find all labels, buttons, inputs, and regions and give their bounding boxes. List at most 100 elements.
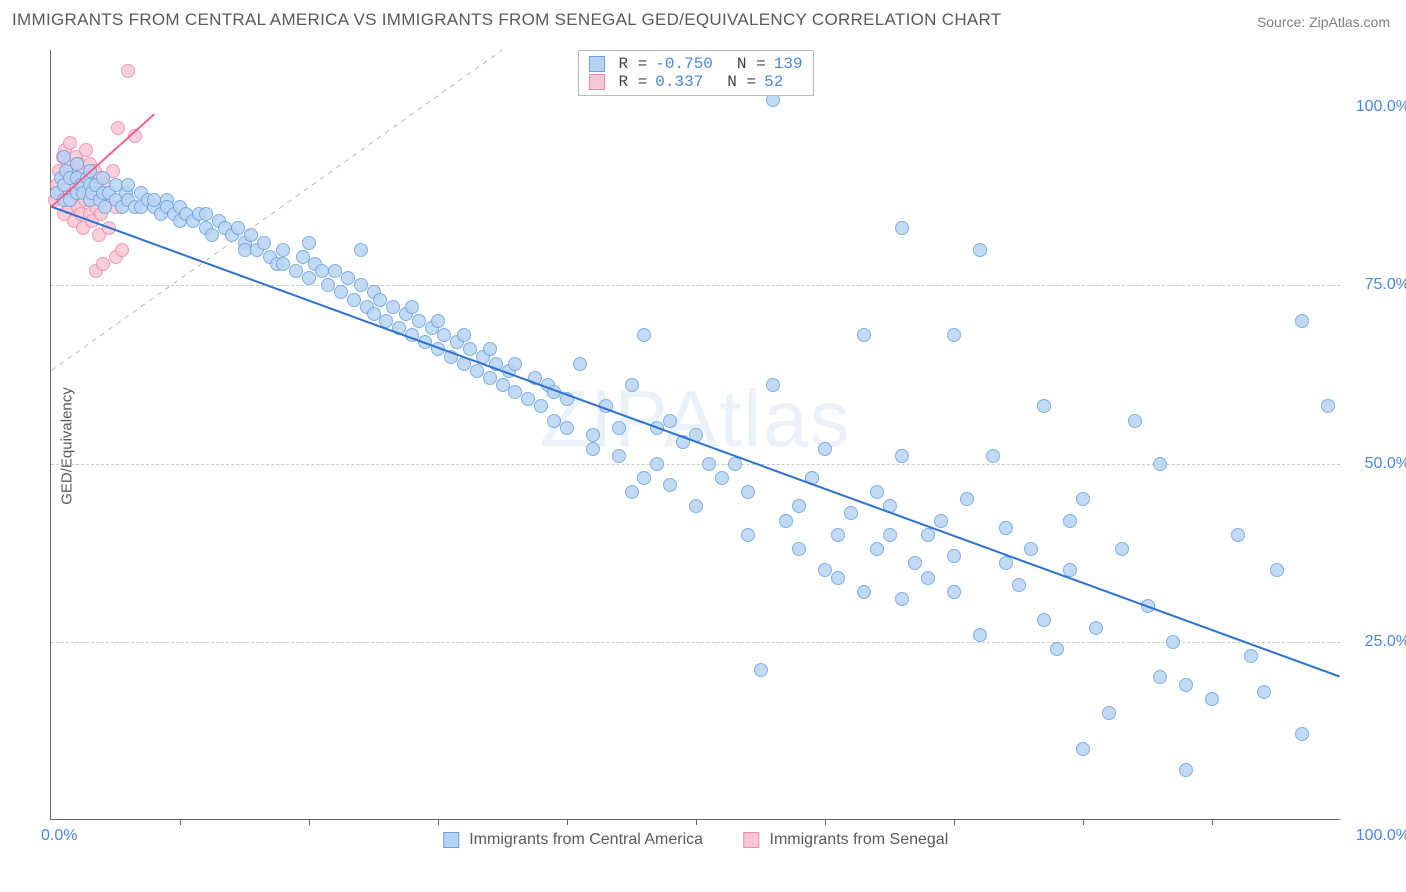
scatter-point-central_america [728, 457, 742, 471]
scatter-point-central_america [147, 193, 161, 207]
legend-item-central-america: Immigrants from Central America [443, 831, 703, 849]
scatter-point-central_america [238, 243, 252, 257]
scatter-point-central_america [792, 542, 806, 556]
scatter-point-central_america [870, 542, 884, 556]
scatter-point-central_america [379, 314, 393, 328]
scatter-point-central_america [1128, 414, 1142, 428]
scatter-point-central_america [470, 364, 484, 378]
scatter-point-central_america [1179, 678, 1193, 692]
scatter-point-central_america [347, 293, 361, 307]
scatter-point-central_america [405, 300, 419, 314]
x-tick-minor [438, 819, 439, 825]
scatter-point-central_america [715, 471, 729, 485]
scatter-point-central_america [1205, 692, 1219, 706]
scatter-point-central_america [57, 150, 71, 164]
y-tick-label: 50.0% [1365, 455, 1406, 473]
scatter-point-central_america [276, 243, 290, 257]
scatter-point-central_america [960, 492, 974, 506]
scatter-point-central_america [792, 499, 806, 513]
scatter-point-central_america [437, 328, 451, 342]
scatter-point-central_america [689, 428, 703, 442]
scatter-point-central_america [599, 399, 613, 413]
scatter-point-central_america [560, 421, 574, 435]
scatter-point-central_america [1115, 542, 1129, 556]
scatter-point-central_america [805, 471, 819, 485]
scatter-point-senegal [96, 257, 110, 271]
x-tick-minor [1083, 819, 1084, 825]
scatter-point-central_america [354, 243, 368, 257]
scatter-point-central_america [895, 221, 909, 235]
points-layer [51, 50, 1340, 819]
source-link[interactable]: ZipAtlas.com [1309, 14, 1390, 30]
scatter-point-central_america [521, 392, 535, 406]
scatter-point-central_america [547, 414, 561, 428]
scatter-point-central_america [921, 528, 935, 542]
x-tick-minor [825, 819, 826, 825]
r-label: R = [618, 55, 647, 73]
n-label: N = [737, 55, 766, 73]
scatter-point-central_america [973, 628, 987, 642]
scatter-point-central_america [766, 378, 780, 392]
scatter-point-central_america [612, 421, 626, 435]
scatter-point-central_america [334, 285, 348, 299]
scatter-point-central_america [676, 435, 690, 449]
scatter-point-central_america [83, 164, 97, 178]
scatter-point-central_america [1089, 621, 1103, 635]
scatter-point-central_america [1141, 599, 1155, 613]
stats-row-central-america: R = -0.750 N = 139 [588, 55, 802, 73]
chart-container: IMMIGRANTS FROM CENTRAL AMERICA VS IMMIG… [0, 0, 1406, 892]
scatter-point-central_america [418, 335, 432, 349]
scatter-point-central_america [1037, 613, 1051, 627]
scatter-point-central_america [1076, 742, 1090, 756]
scatter-point-central_america [870, 485, 884, 499]
legend-item-senegal: Immigrants from Senegal [743, 831, 948, 849]
swatch-senegal-icon [743, 832, 759, 848]
scatter-point-central_america [496, 378, 510, 392]
scatter-point-central_america [367, 307, 381, 321]
x-tick-minor [567, 819, 568, 825]
scatter-point-central_america [1102, 706, 1116, 720]
scatter-point-central_america [412, 314, 426, 328]
scatter-point-central_america [1166, 635, 1180, 649]
scatter-point-central_america [205, 228, 219, 242]
swatch-central-america [588, 56, 604, 72]
scatter-point-central_america [689, 499, 703, 513]
n-value-2: 52 [764, 73, 783, 91]
scatter-point-central_america [663, 478, 677, 492]
scatter-point-central_america [857, 328, 871, 342]
scatter-point-central_america [431, 314, 445, 328]
scatter-point-central_america [444, 350, 458, 364]
scatter-point-central_america [831, 571, 845, 585]
scatter-point-central_america [1321, 399, 1335, 413]
scatter-point-central_america [637, 328, 651, 342]
scatter-point-central_america [999, 556, 1013, 570]
scatter-point-central_america [947, 549, 961, 563]
scatter-point-central_america [1024, 542, 1038, 556]
scatter-point-central_america [818, 563, 832, 577]
scatter-point-central_america [121, 178, 135, 192]
scatter-point-central_america [741, 485, 755, 499]
scatter-point-senegal [111, 121, 125, 135]
scatter-point-central_america [328, 264, 342, 278]
scatter-point-central_america [612, 449, 626, 463]
scatter-point-central_america [302, 236, 316, 250]
scatter-point-central_america [276, 257, 290, 271]
scatter-point-central_america [986, 449, 1000, 463]
x-tick-minor [954, 819, 955, 825]
scatter-point-senegal [63, 136, 77, 150]
scatter-point-central_america [625, 485, 639, 499]
y-tick-label: 25.0% [1365, 633, 1406, 651]
scatter-point-central_america [1050, 642, 1064, 656]
x-tick-minor [1212, 819, 1213, 825]
x-tick-minor [696, 819, 697, 825]
scatter-point-central_america [973, 243, 987, 257]
legend-label-1: Immigrants from Central America [469, 831, 703, 848]
scatter-point-central_america [296, 250, 310, 264]
scatter-point-central_america [508, 357, 522, 371]
stats-row-senegal: R = 0.337 N = 52 [588, 73, 802, 91]
n-label: N = [727, 73, 756, 91]
scatter-point-central_america [921, 571, 935, 585]
scatter-point-central_america [199, 207, 213, 221]
scatter-point-central_america [857, 585, 871, 599]
scatter-point-central_america [586, 428, 600, 442]
